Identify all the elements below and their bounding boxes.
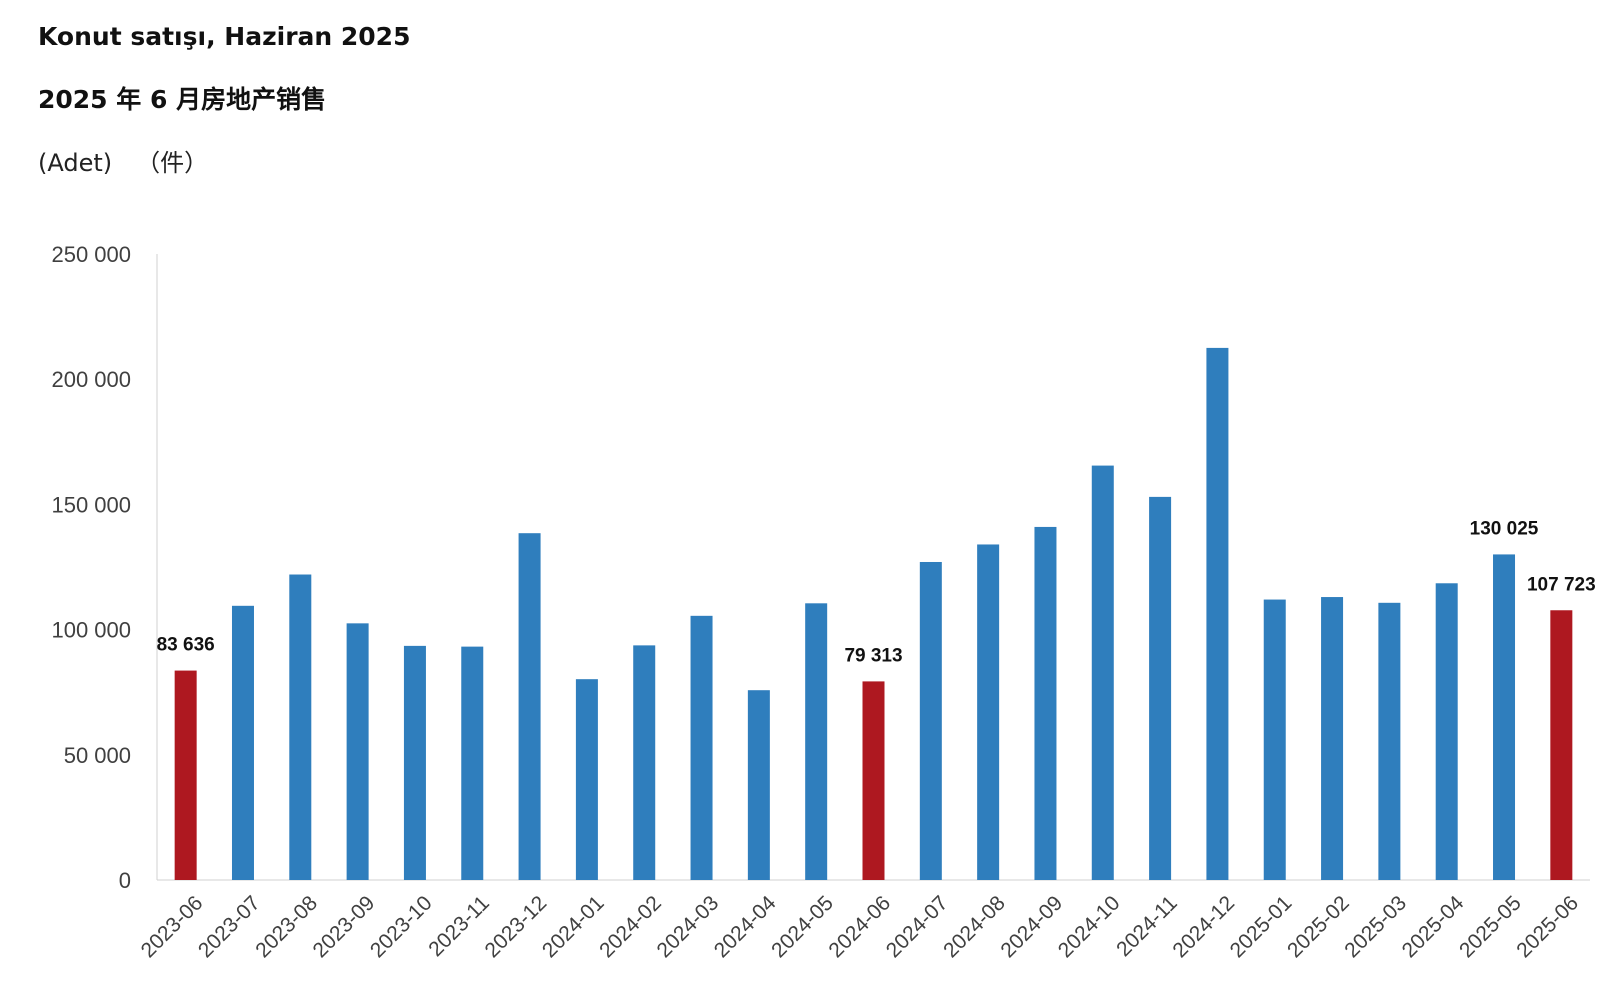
- bar-2025-06: [1550, 610, 1573, 880]
- chart-title: Konut satışı, Haziran 2025: [38, 22, 411, 51]
- bar-2024-12: [1206, 347, 1229, 880]
- y-tick-label: 0: [119, 868, 131, 893]
- bar-2025-01: [1263, 599, 1286, 880]
- data-label-2025-06: 107 723: [1527, 574, 1596, 595]
- bar-2024-10: [1091, 465, 1114, 880]
- x-tick-label: 2024-06: [824, 891, 895, 962]
- x-tick-label: 2024-03: [652, 891, 723, 962]
- x-tick-label: 2025-05: [1455, 891, 1526, 962]
- bar-2024-03: [690, 615, 713, 880]
- y-axis: 0 50 000 100 000 150 000 200 000 250 000: [51, 242, 158, 893]
- bar-2024-05: [805, 603, 828, 880]
- x-tick-label: 2023-07: [194, 891, 265, 962]
- x-tick-label: 2023-10: [366, 891, 437, 962]
- bar-series: [174, 347, 1573, 880]
- data-label-2024-06: 79 313: [844, 645, 902, 666]
- x-tick-label: 2024-02: [595, 891, 666, 962]
- x-tick-label: 2024-11: [1112, 891, 1182, 961]
- chart-subtitle: 2025 年 6 月房地产销售: [38, 85, 327, 114]
- x-tick-label: 2024-12: [1168, 891, 1239, 962]
- x-tick-label: 2024-01: [538, 891, 609, 962]
- bar-2024-06: [862, 681, 885, 880]
- x-tick-label: 2024-04: [710, 891, 781, 962]
- bar-2025-02: [1321, 597, 1344, 880]
- y-tick-label: 100 000: [51, 618, 131, 643]
- x-tick-label: 2023-12: [481, 891, 552, 962]
- unit-label: (Adet) （件）: [38, 143, 208, 178]
- x-tick-label: 2025-01: [1226, 891, 1297, 962]
- bar-2025-03: [1378, 602, 1401, 880]
- bar-2024-11: [1149, 496, 1172, 880]
- y-tick-label: 50 000: [64, 743, 131, 768]
- x-tick-label: 2025-06: [1512, 891, 1583, 962]
- x-tick-label: 2023-09: [309, 891, 380, 962]
- bar-2024-08: [977, 544, 1000, 880]
- bar-2024-07: [919, 561, 942, 880]
- bar-2023-12: [518, 533, 541, 880]
- data-labels: 83 636 79 313 130 025 107 723: [157, 518, 1596, 666]
- data-label-2023-06: 83 636: [157, 635, 215, 656]
- x-tick-label: 2023-11: [424, 891, 494, 961]
- unit-label-zh: （件）: [136, 149, 209, 177]
- x-tick-label: 2024-07: [882, 891, 953, 962]
- x-tick-label: 2025-03: [1340, 891, 1411, 962]
- bar-2025-05: [1493, 554, 1516, 880]
- x-tick-label: 2023-08: [251, 891, 322, 962]
- bar-2023-11: [461, 646, 484, 880]
- x-tick-label: 2024-10: [1054, 891, 1125, 962]
- unit-label-tr: (Adet): [38, 149, 113, 177]
- bar-2023-09: [346, 623, 369, 880]
- x-axis: 2023-062023-072023-082023-092023-102023-…: [137, 879, 1590, 962]
- bar-2023-07: [231, 605, 254, 880]
- bar-2023-10: [403, 645, 426, 880]
- bar-2025-04: [1435, 583, 1458, 880]
- x-tick-label: 2024-09: [996, 891, 1067, 962]
- x-tick-label: 2024-08: [939, 891, 1010, 962]
- x-tick-label: 2025-04: [1398, 891, 1469, 962]
- x-tick-label: 2023-06: [137, 891, 208, 962]
- y-tick-label: 250 000: [51, 242, 131, 267]
- bar-2024-09: [1034, 526, 1057, 880]
- y-tick-label: 150 000: [51, 492, 131, 517]
- bar-2023-08: [289, 574, 312, 880]
- bar-2023-06: [174, 670, 197, 880]
- bar-2024-04: [747, 690, 770, 880]
- x-tick-label: 2025-02: [1283, 891, 1354, 962]
- y-tick-label: 200 000: [51, 367, 131, 392]
- x-tick-label: 2024-05: [767, 891, 838, 962]
- bar-2024-01: [575, 679, 598, 880]
- bar-2024-02: [633, 645, 656, 880]
- data-label-2025-05: 130 025: [1470, 518, 1539, 539]
